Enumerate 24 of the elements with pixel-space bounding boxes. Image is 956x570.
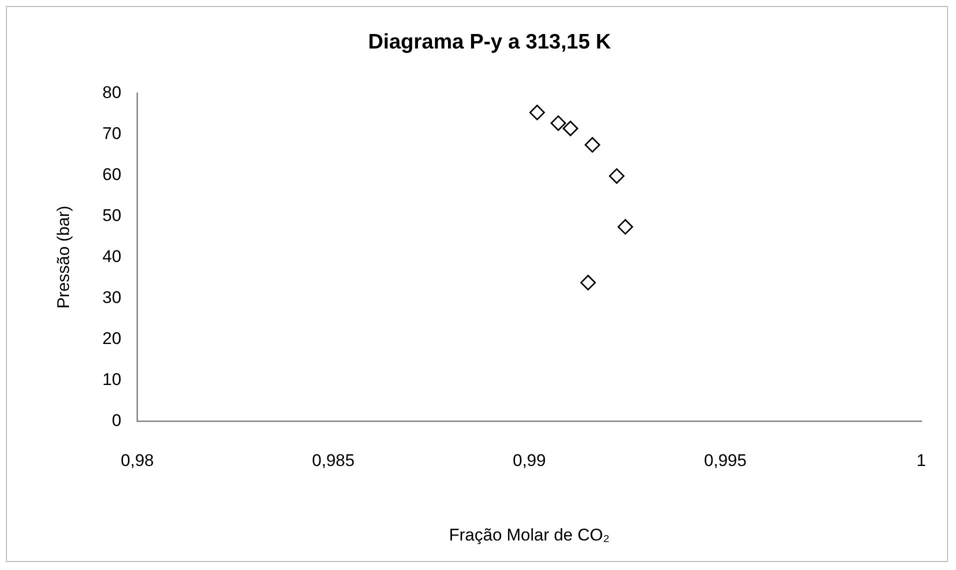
y-tick-label: 80 (102, 82, 122, 102)
y-tick-label: 50 (102, 206, 122, 225)
x-tick-label: 0,99 (512, 451, 546, 470)
y-tick-label: 60 (102, 164, 122, 184)
y-axis-title: Pressão (bar) (54, 206, 73, 309)
y-tick-label: 30 (102, 288, 122, 307)
y-tick-label: 20 (102, 328, 122, 348)
x-tick-label: 0,98 (120, 451, 154, 470)
point (584, 137, 600, 153)
x-tick-label: 0,995 (704, 451, 747, 470)
point (618, 219, 634, 235)
point (562, 120, 578, 136)
point (608, 168, 624, 184)
x-tick-label: 1 (916, 451, 926, 470)
y-tick-label: 0 (112, 410, 122, 430)
point (529, 104, 545, 120)
chart-title: Diagrama P-y a 313,15 K (368, 30, 611, 54)
x-axis-title: Fração Molar de CO₂ (448, 525, 610, 544)
point (550, 115, 566, 131)
x-tick-label: 0,985 (312, 451, 355, 470)
y-tick-label: 10 (102, 370, 122, 389)
y-tick-label: 70 (102, 124, 122, 143)
point (580, 274, 596, 290)
y-tick-label: 40 (102, 246, 122, 266)
